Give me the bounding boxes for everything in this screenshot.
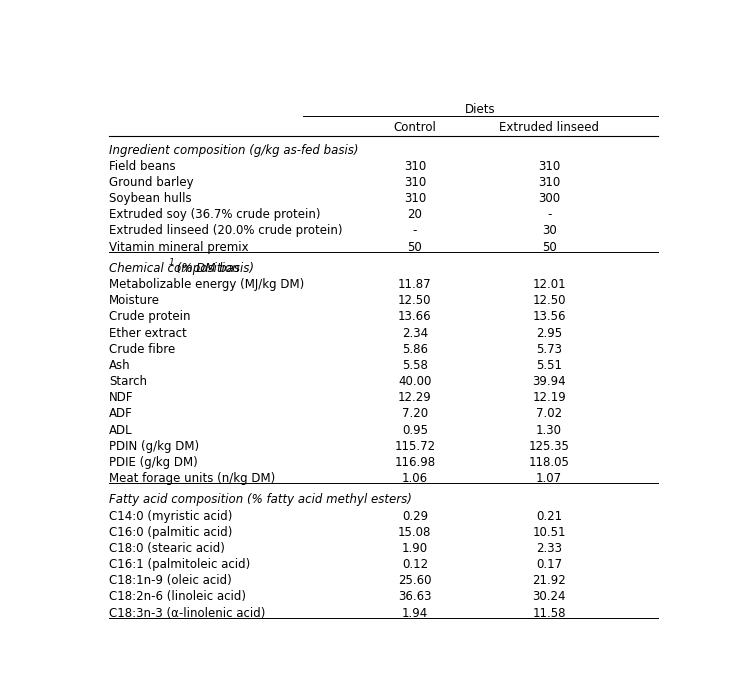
Text: Crude protein: Crude protein	[109, 310, 191, 324]
Text: 13.56: 13.56	[532, 310, 566, 324]
Text: -: -	[547, 208, 551, 221]
Text: Ingredient composition (g/kg as-fed basis): Ingredient composition (g/kg as-fed basi…	[109, 143, 359, 157]
Text: 12.50: 12.50	[398, 294, 432, 308]
Text: 310: 310	[404, 160, 426, 173]
Text: 116.98: 116.98	[394, 456, 436, 469]
Text: Starch: Starch	[109, 375, 147, 388]
Text: Crude fibre: Crude fibre	[109, 343, 175, 356]
Text: Soybean hulls: Soybean hulls	[109, 192, 192, 205]
Text: 50: 50	[408, 240, 422, 254]
Text: 118.05: 118.05	[528, 456, 570, 469]
Text: PDIE (g/kg DM): PDIE (g/kg DM)	[109, 456, 198, 469]
Text: 12.29: 12.29	[398, 391, 432, 404]
Text: 12.19: 12.19	[532, 391, 566, 404]
Text: 0.12: 0.12	[402, 558, 428, 571]
Text: 50: 50	[542, 240, 556, 254]
Text: 7.02: 7.02	[536, 408, 562, 420]
Text: Fatty acid composition (% fatty acid methyl esters): Fatty acid composition (% fatty acid met…	[109, 493, 412, 507]
Text: (% DM basis): (% DM basis)	[172, 262, 254, 275]
Text: 1.07: 1.07	[536, 472, 562, 485]
Text: 1.94: 1.94	[402, 607, 428, 619]
Text: 36.63: 36.63	[398, 591, 432, 603]
Text: C16:0 (palmitic acid): C16:0 (palmitic acid)	[109, 526, 233, 539]
Text: 310: 310	[538, 160, 560, 173]
Text: 300: 300	[538, 192, 560, 205]
Text: 5.73: 5.73	[536, 343, 562, 356]
Text: C18:1n-9 (oleic acid): C18:1n-9 (oleic acid)	[109, 574, 232, 587]
Text: 25.60: 25.60	[398, 574, 432, 587]
Text: Metabolizable energy (MJ/kg DM): Metabolizable energy (MJ/kg DM)	[109, 278, 304, 291]
Text: -: -	[413, 224, 417, 238]
Text: Ash: Ash	[109, 359, 131, 372]
Text: 11.87: 11.87	[398, 278, 432, 291]
Text: 21.92: 21.92	[532, 574, 566, 587]
Text: 30: 30	[542, 224, 556, 238]
Text: 30.24: 30.24	[532, 591, 566, 603]
Text: C18:3n-3 (α-linolenic acid): C18:3n-3 (α-linolenic acid)	[109, 607, 265, 619]
Text: 1.30: 1.30	[536, 424, 562, 436]
Text: 0.95: 0.95	[402, 424, 428, 436]
Text: C18:2n-6 (linoleic acid): C18:2n-6 (linoleic acid)	[109, 591, 246, 603]
Text: 1.90: 1.90	[402, 542, 428, 555]
Text: Chemical composition: Chemical composition	[109, 262, 240, 275]
Text: C14:0 (myristic acid): C14:0 (myristic acid)	[109, 510, 233, 523]
Text: 310: 310	[538, 176, 560, 189]
Text: 40.00: 40.00	[398, 375, 432, 388]
Text: 7.20: 7.20	[402, 408, 428, 420]
Text: 0.21: 0.21	[536, 510, 562, 523]
Text: ADL: ADL	[109, 424, 133, 436]
Text: 5.58: 5.58	[402, 359, 427, 372]
Text: C16:1 (palmitoleic acid): C16:1 (palmitoleic acid)	[109, 558, 251, 571]
Text: 39.94: 39.94	[532, 375, 566, 388]
Text: Extruded linseed (20.0% crude protein): Extruded linseed (20.0% crude protein)	[109, 224, 343, 238]
Text: 12.01: 12.01	[532, 278, 566, 291]
Text: 13.66: 13.66	[398, 310, 432, 324]
Text: 0.17: 0.17	[536, 558, 562, 571]
Text: Vitamin mineral premix: Vitamin mineral premix	[109, 240, 249, 254]
Text: Ether extract: Ether extract	[109, 326, 187, 340]
Text: Extruded soy (36.7% crude protein): Extruded soy (36.7% crude protein)	[109, 208, 321, 221]
Text: 11.58: 11.58	[532, 607, 566, 619]
Text: Meat forage units (n/kg DM): Meat forage units (n/kg DM)	[109, 472, 276, 485]
Text: Control: Control	[394, 121, 436, 134]
Text: 0.29: 0.29	[402, 510, 428, 523]
Text: ADF: ADF	[109, 408, 133, 420]
Text: 1.06: 1.06	[402, 472, 428, 485]
Text: 2.34: 2.34	[402, 326, 428, 340]
Text: 20: 20	[408, 208, 422, 221]
Text: 5.86: 5.86	[402, 343, 428, 356]
Text: Ground barley: Ground barley	[109, 176, 194, 189]
Text: PDIN (g/kg DM): PDIN (g/kg DM)	[109, 440, 200, 453]
Text: 12.50: 12.50	[532, 294, 566, 308]
Text: 2.33: 2.33	[536, 542, 562, 555]
Text: 15.08: 15.08	[398, 526, 432, 539]
Text: 310: 310	[404, 176, 426, 189]
Text: 115.72: 115.72	[394, 440, 436, 453]
Text: 2.95: 2.95	[536, 326, 562, 340]
Text: Extruded linseed: Extruded linseed	[499, 121, 599, 134]
Text: 310: 310	[404, 192, 426, 205]
Text: 10.51: 10.51	[532, 526, 566, 539]
Text: Diets: Diets	[465, 103, 496, 116]
Text: Field beans: Field beans	[109, 160, 176, 173]
Text: 1: 1	[169, 258, 175, 267]
Text: NDF: NDF	[109, 391, 133, 404]
Text: 125.35: 125.35	[528, 440, 570, 453]
Text: 5.51: 5.51	[536, 359, 562, 372]
Text: Moisture: Moisture	[109, 294, 160, 308]
Text: C18:0 (stearic acid): C18:0 (stearic acid)	[109, 542, 225, 555]
